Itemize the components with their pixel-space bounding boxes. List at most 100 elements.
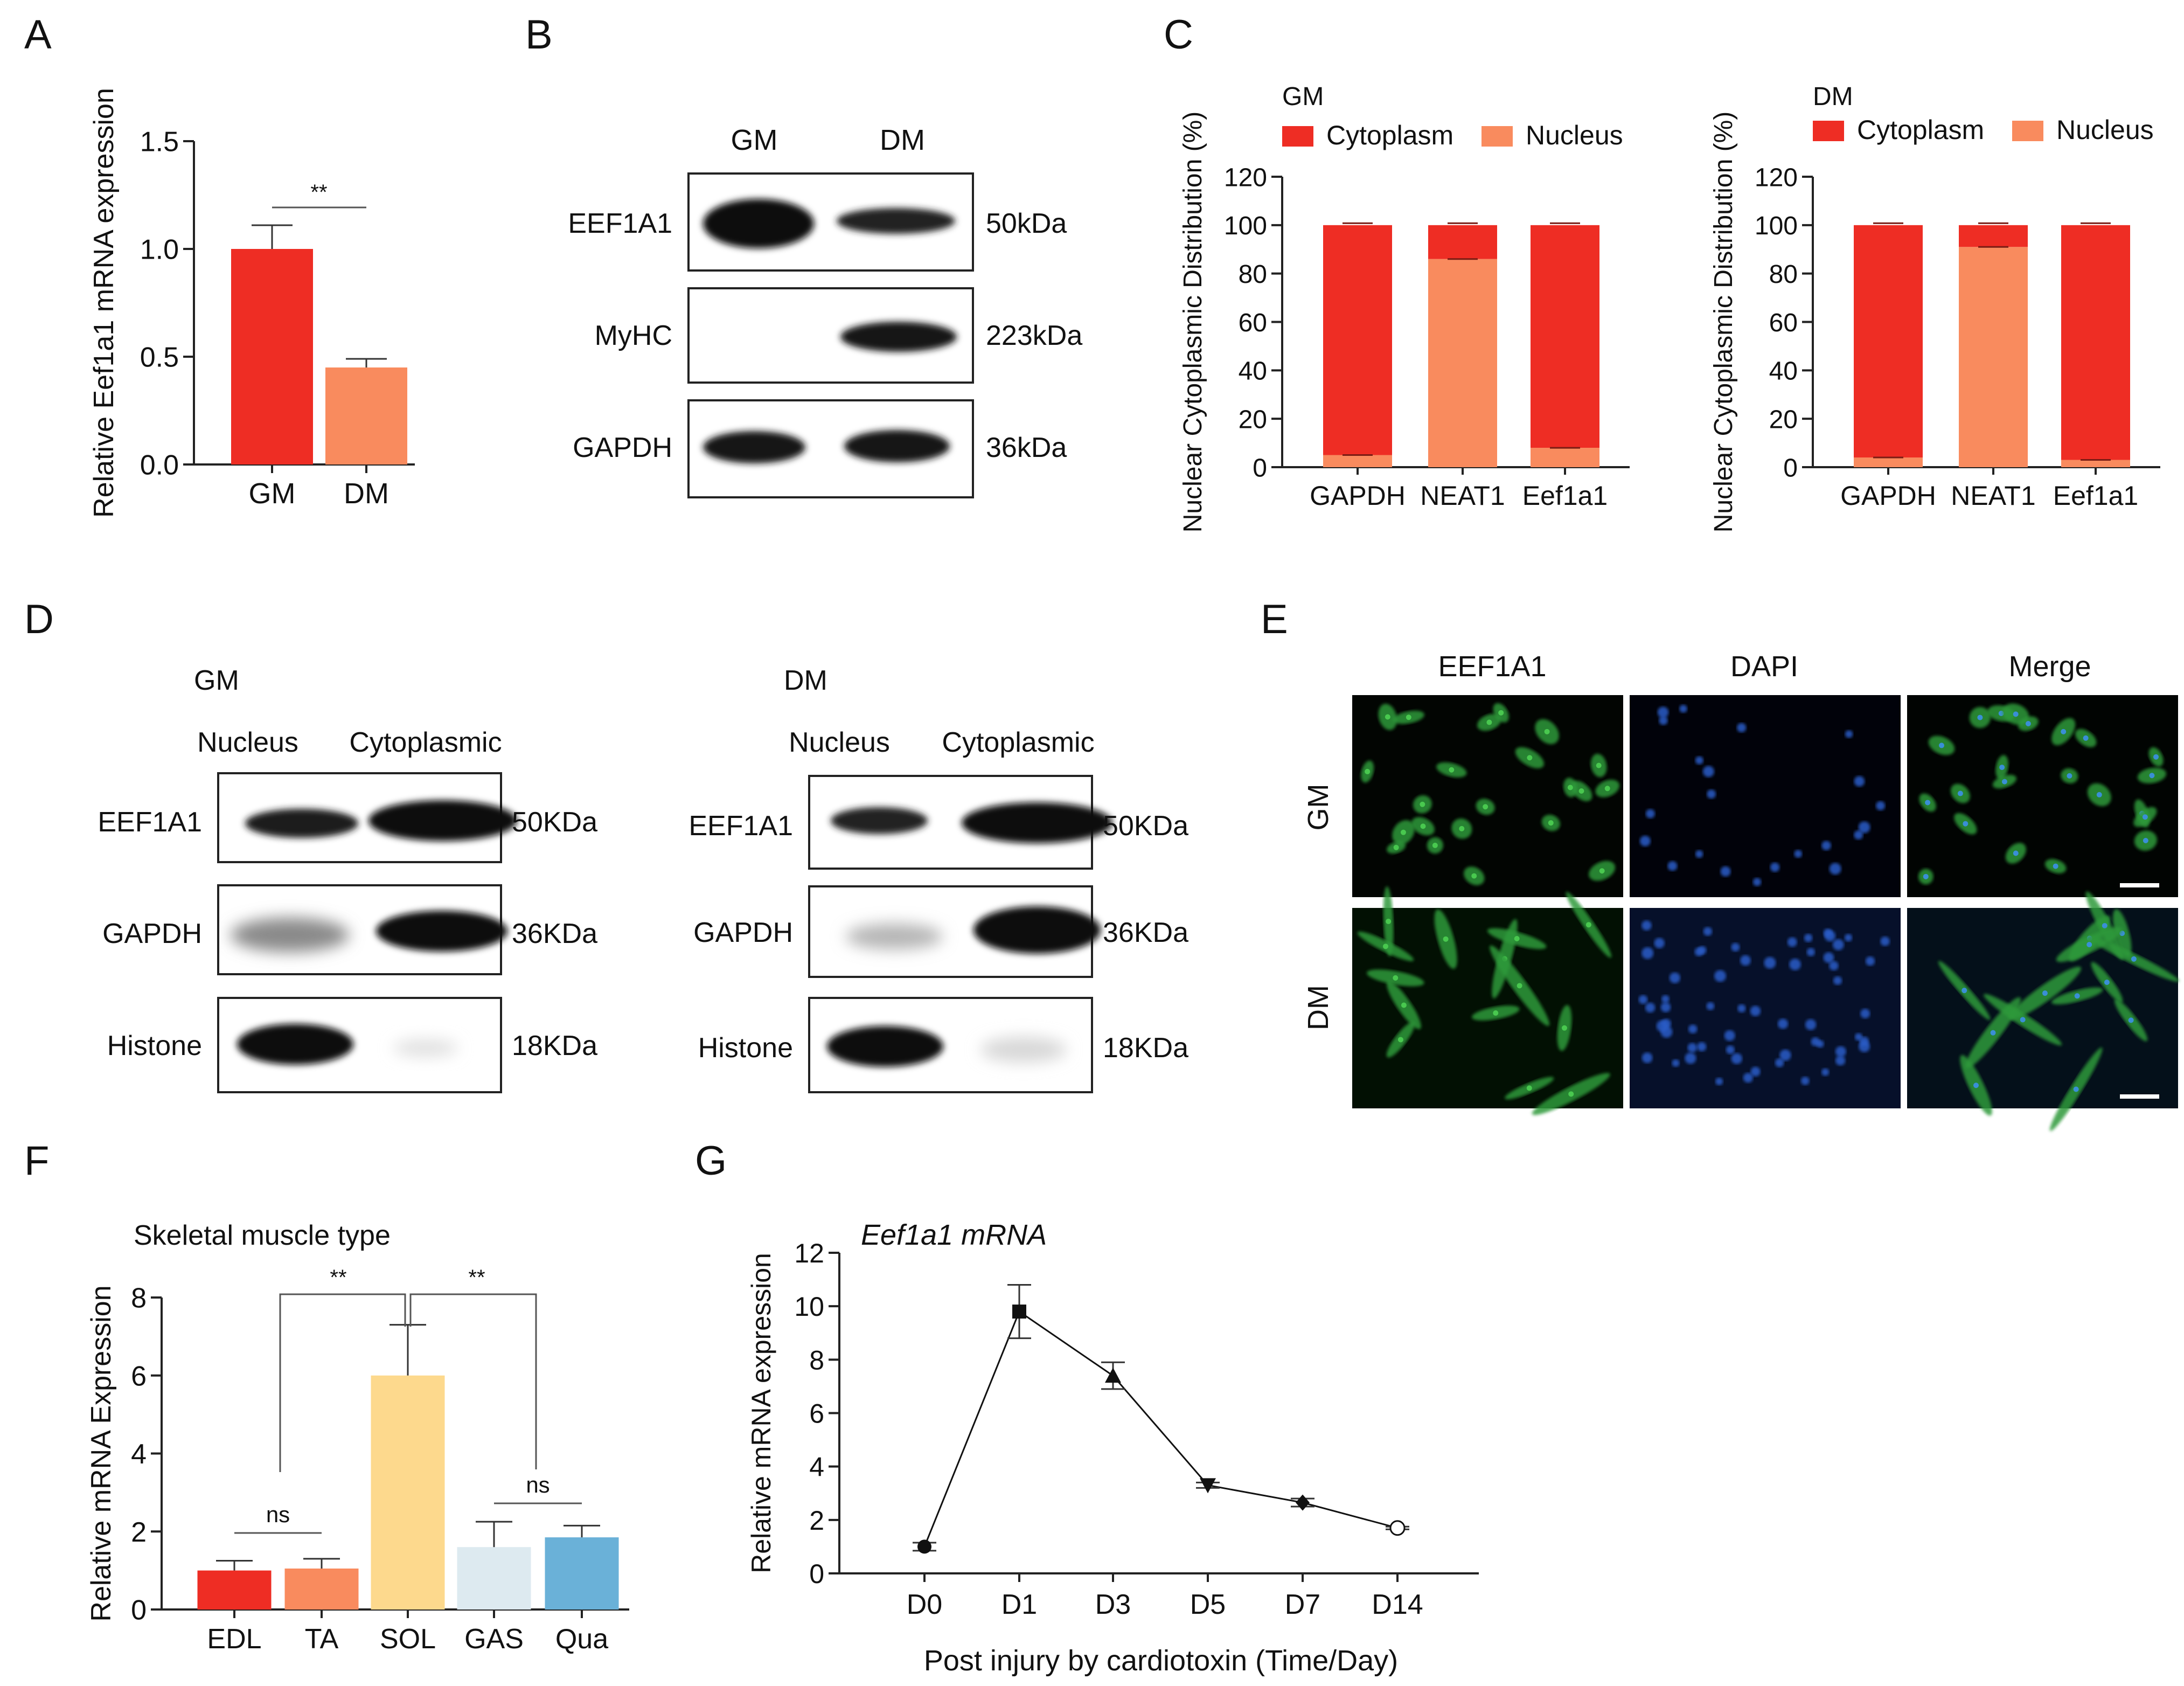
- micro-nucleus: [1661, 995, 1670, 1003]
- micro-nucleus: [1805, 1019, 1817, 1030]
- micro-nucleus: [1854, 830, 1863, 840]
- micro-nucleus: [1687, 1043, 1698, 1053]
- blot-d-gm-size-eef1a1: 50KDa: [512, 807, 597, 838]
- chart-f-x-tick-label: Qua: [555, 1623, 608, 1655]
- panel-a: A 0.0 0.5 1.0 1.5 Relative Eef1a1 mRNA expre…: [24, 12, 415, 518]
- blot-d-gm-size-histone: 18KDa: [512, 1030, 597, 1061]
- micro-nucleus: [1858, 821, 1870, 834]
- micro-row-dm: DM: [1302, 985, 1334, 1030]
- chart-g-x-tick-label: D5: [1190, 1589, 1226, 1620]
- chart-f-x-tick-label: EDL: [207, 1623, 261, 1655]
- micro-nucleus: [1420, 823, 1426, 829]
- micro-nucleus: [1493, 1010, 1499, 1016]
- chart-c1-y-tick-label: 80: [1769, 260, 1798, 289]
- chart-f-sig-label: ns: [526, 1472, 550, 1497]
- micro-nucleus: [1962, 988, 1967, 994]
- chart-c-gm: 0 20 40 60 80 100 120 Nuclear Cytoplasmic Distr…: [1179, 82, 1630, 532]
- blot-d-dm-gapdh-band-nuc: [846, 924, 943, 949]
- micro-nucleus: [1990, 1030, 1996, 1036]
- micro-nucleus: [1527, 755, 1533, 761]
- blot-d-dm-size-eef1a1: 50KDa: [1103, 810, 1188, 842]
- chart-g-point: [1105, 1368, 1121, 1383]
- chart-c0-title: GM: [1282, 82, 1324, 111]
- panel-letter-c: C: [1164, 12, 1193, 58]
- blot-d-gm-label-gapdh: GAPDH: [102, 918, 202, 949]
- blot-b-label-myhc: MyHC: [595, 320, 672, 351]
- micro-nucleus: [1638, 995, 1648, 1004]
- micro-cells: [1357, 703, 2179, 1132]
- micro-nucleus: [1561, 1025, 1567, 1031]
- chart-c1-legend-swatch: [1813, 121, 1844, 141]
- micro-nucleus: [1688, 1024, 1698, 1033]
- blot-d-gm-histone-band-nuc: [237, 1024, 353, 1065]
- micro-nucleus: [1420, 801, 1425, 807]
- micro-nucleus: [1859, 1040, 1870, 1052]
- micro-nucleus: [1393, 844, 1399, 850]
- chart-c1-x-tick-label: NEAT1: [1951, 481, 2035, 511]
- micro-nucleus: [1854, 1033, 1863, 1041]
- blot-b-label-eef1a1: EEF1A1: [568, 208, 672, 239]
- micro-nucleus: [1963, 821, 1969, 827]
- panel-letter-d: D: [24, 596, 54, 642]
- micro-nucleus: [1526, 1085, 1532, 1091]
- micro-dm-merge: [1907, 908, 2178, 1108]
- chart-c1-bar-nucleus: [1854, 457, 1923, 467]
- chart-c1-legend-label: Cytoplasm: [1857, 115, 1984, 145]
- blot-d-dm-label-eef1a1: EEF1A1: [688, 810, 793, 842]
- micro-nucleus: [2073, 1086, 2079, 1092]
- micro-nucleus: [1702, 766, 1714, 778]
- micro-nucleus: [1835, 1046, 1846, 1057]
- micro-nucleus: [2013, 850, 2019, 856]
- micro-nucleus: [2102, 922, 2108, 928]
- chart-c1-bar-nucleus: [1959, 247, 2028, 467]
- micro-nucleus: [1829, 863, 1841, 875]
- blot-b-label-gapdh: GAPDH: [573, 432, 672, 463]
- chart-g-y-tick-label: 4: [809, 1452, 824, 1482]
- blot-d-dm-size-histone: 18KDa: [1103, 1032, 1188, 1064]
- chart-c1-y-tick-label: 0: [1783, 454, 1798, 482]
- chart-c0-legend-label: Nucleus: [1526, 120, 1623, 150]
- micro-nucleus: [1544, 728, 1550, 734]
- blot-b-gapdh-band-gm: [703, 431, 805, 463]
- micro-nucleus: [1823, 952, 1834, 963]
- chart-c1-x-tick-label: Eef1a1: [2053, 481, 2138, 511]
- micro-nucleus: [2149, 773, 2155, 779]
- chart-c1-legend-swatch: [2012, 121, 2043, 141]
- micro-nucleus: [1486, 719, 1492, 725]
- micro-nucleus: [1821, 1068, 1830, 1076]
- panel-letter-b: B: [525, 12, 553, 58]
- chart-a-y-tick-label: 0.0: [140, 450, 179, 481]
- chart-g-title: Eef1a1 mRNA: [861, 1219, 1047, 1251]
- micro-nucleus: [1750, 1066, 1761, 1077]
- micro-nucleus: [1939, 743, 1945, 748]
- chart-c0-y-tick-label: 80: [1239, 260, 1267, 289]
- micro-nucleus: [1639, 835, 1651, 847]
- micro-nucleus: [1714, 970, 1726, 982]
- chart-c0-bar-cytoplasm: [1323, 225, 1392, 455]
- micro-nucleus: [1880, 936, 1890, 946]
- micro-col-merge: Merge: [2008, 650, 2091, 683]
- micro-nucleus: [1779, 1049, 1791, 1061]
- micro-nucleus: [1669, 972, 1680, 983]
- blot-d-dm-eef1a1-band-nuc: [831, 807, 928, 834]
- blot-d-gm-label-eef1a1: EEF1A1: [98, 807, 202, 838]
- micro-nucleus: [1999, 765, 2005, 771]
- chart-g-point: [1012, 1305, 1026, 1319]
- micro-nucleus: [1750, 1005, 1761, 1017]
- chart-c0-y-tick-label: 0: [1253, 454, 1267, 482]
- micro-nucleus: [1923, 873, 1929, 879]
- micro-col-dapi: DAPI: [1730, 650, 1798, 683]
- micro-row-gm: GM: [1302, 784, 1334, 831]
- micro-nucleus: [1585, 922, 1591, 928]
- chart-f-y-tick-label: 2: [131, 1517, 147, 1548]
- micro-nucleus: [1706, 1002, 1715, 1010]
- micro-nucleus: [1770, 862, 1780, 872]
- blot-d-dm-lane-cyto: Cytoplasmic: [942, 727, 1094, 758]
- micro-nucleus: [1832, 939, 1844, 950]
- micro-nucleus: [1599, 868, 1605, 874]
- micro-nucleus: [1775, 1058, 1784, 1067]
- panel-g: G 0 2 4 6 8 10 12 Relative mRNA expression Eef1a…: [695, 1138, 1479, 1677]
- chart-c-dm: 0 20 40 60 80 100 120 Nuclear Cytoplasmic Distr…: [1709, 82, 2160, 532]
- chart-f-y-tick-label: 8: [131, 1283, 147, 1314]
- micro-nucleus: [1764, 956, 1776, 969]
